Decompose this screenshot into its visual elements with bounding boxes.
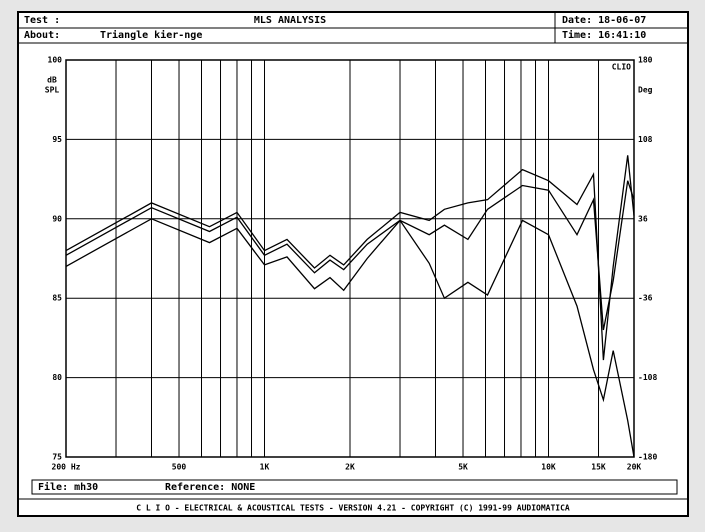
y-axis-label: dB [47, 76, 57, 85]
y-axis-unit: SPL [45, 86, 60, 95]
x-tick-label: 15K [591, 463, 606, 472]
scale-mark: CLIO [612, 63, 631, 72]
x-tick-label: 10K [541, 463, 556, 472]
curve [65, 218, 635, 458]
y2-tick-label: -180 [638, 453, 657, 462]
title: MLS ANALYSIS [254, 15, 326, 26]
y2-tick-label: -108 [638, 373, 657, 382]
date: Date: 18-06-07 [562, 15, 646, 26]
y2-tick-label: 36 [638, 214, 648, 223]
y2-tick-label: -36 [638, 294, 653, 303]
y-tick-label: 100 [48, 56, 63, 65]
y-tick-label: 75 [52, 453, 62, 462]
y2-axis-label: Deg [638, 86, 653, 95]
about-text: Triangle kier-nge [100, 29, 202, 41]
x-tick-label: 1K [260, 463, 270, 472]
y-tick-label: 90 [52, 214, 62, 223]
x-tick-label: 500 [172, 463, 187, 472]
y-tick-label: 95 [52, 135, 62, 144]
y2-tick-label: 180 [638, 56, 653, 65]
file: File: mh30 [38, 481, 98, 493]
about-label: About: [24, 30, 60, 41]
file-box [31, 479, 678, 495]
x-tick-label: 5K [458, 463, 468, 472]
time: Time: 16:41:10 [562, 29, 646, 41]
curve [65, 180, 635, 331]
x-tick-label: 20K [627, 463, 642, 472]
reference: Reference: NONE [165, 482, 255, 493]
x-tick-label: 2K [345, 463, 355, 472]
test-label: Test : [24, 15, 60, 26]
plot: 100 95 90 85 80 75 180 108 36 -36 -108 -180 200 Hz 50… [45, 56, 658, 472]
panel [17, 11, 689, 517]
banner: C L I O - ELECTRICAL & ACOUSTICAL TESTS … [136, 504, 570, 513]
y-tick-label: 80 [52, 373, 62, 382]
x-tick-label: 200 Hz [52, 463, 81, 472]
y-tick-label: 85 [52, 294, 62, 303]
y2-tick-label: 108 [638, 135, 653, 144]
